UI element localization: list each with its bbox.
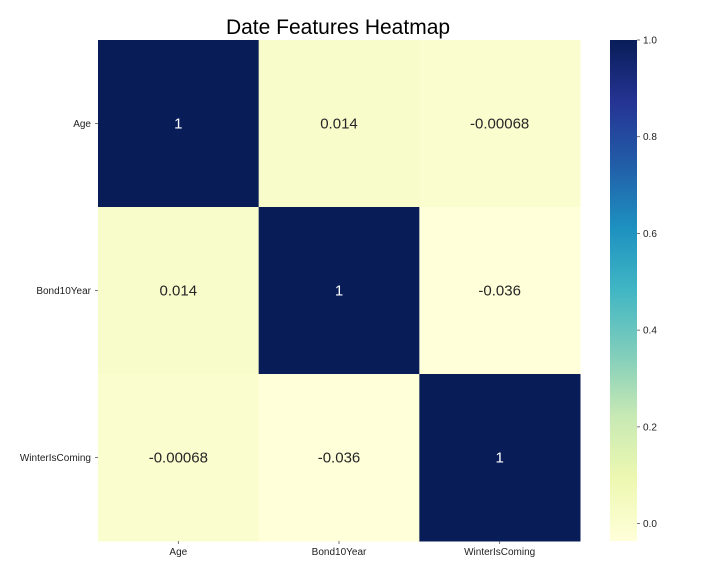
x-tick-label: WinterIsComing — [464, 547, 535, 558]
x-tick-label: Bond10Year — [312, 547, 367, 558]
heatmap-cell-1-0 — [98, 207, 260, 375]
heatmap-cell-0-1 — [258, 40, 420, 208]
colorbar: 0.0 0.2 0.4 0.6 0.8 1.0 — [610, 36, 657, 541]
heatmap-cell-2-2 — [419, 374, 581, 542]
colorbar-tick-label: 0.6 — [643, 229, 657, 240]
x-tick-label: Age — [169, 547, 187, 558]
colorbar-gradient — [610, 40, 637, 541]
x-axis-tick-labels: Age Bond10Year WinterIsComing — [169, 541, 535, 558]
cell-annotation-1-2: -0.036 — [478, 283, 521, 300]
colorbar-tick-label: 0.8 — [643, 132, 657, 143]
heatmap-cell-2-1 — [258, 374, 420, 542]
y-axis-tick-labels: Age Bond10Year WinterIsComing — [20, 119, 98, 464]
y-tick-label: WinterIsComing — [20, 453, 91, 464]
heatmap-cell-2-0 — [98, 374, 260, 542]
cell-annotation-2-0: -0.00068 — [149, 450, 208, 467]
y-tick-label: Age — [73, 119, 91, 130]
y-tick-label: Bond10Year — [36, 286, 91, 297]
colorbar-tick-label: 0.2 — [643, 422, 657, 433]
cell-annotation-0-1: 0.014 — [320, 116, 358, 133]
cell-annotation-2-2: 1 — [495, 450, 503, 467]
heatmap-cell-0-0 — [98, 40, 260, 208]
cell-annotation-2-1: -0.036 — [318, 450, 361, 467]
heatmap-cell-0-2 — [419, 40, 581, 208]
cell-annotation-0-2: -0.00068 — [470, 116, 529, 133]
heatmap-cells — [98, 40, 581, 542]
chart-title: Date Features Heatmap — [226, 16, 450, 39]
colorbar-tick-label: 0.4 — [643, 326, 657, 337]
colorbar-tick-label: 1.0 — [643, 36, 657, 47]
heatmap-cell-1-1 — [258, 207, 420, 375]
heatmap-cell-1-2 — [419, 207, 581, 375]
cell-annotation-1-0: 0.014 — [160, 283, 198, 300]
cell-annotation-0-0: 1 — [174, 116, 182, 133]
cell-annotation-1-1: 1 — [335, 283, 343, 300]
colorbar-tick-label: 0.0 — [643, 519, 657, 530]
cell-annotations: 1 0.014 -0.00068 0.014 1 -0.036 -0.00068 -0.036… — [149, 116, 530, 467]
